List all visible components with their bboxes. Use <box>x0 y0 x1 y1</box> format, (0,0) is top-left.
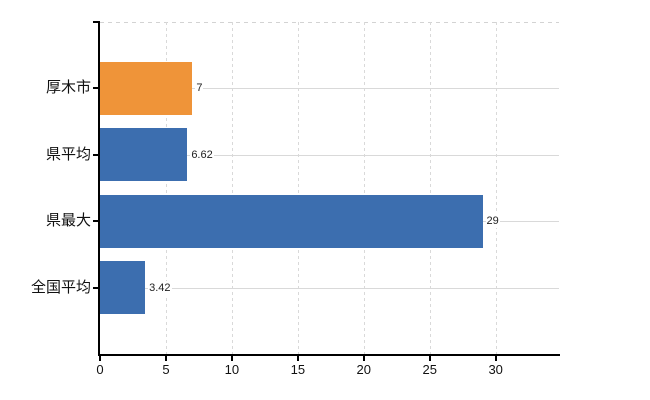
horizontal-gridline <box>100 287 559 289</box>
category-label: 厚木市 <box>45 79 91 97</box>
x-tick-mark <box>494 356 497 361</box>
x-axis-line <box>98 354 560 356</box>
value-label: 7 <box>195 81 204 96</box>
y-tick-mark <box>93 21 100 23</box>
vertical-gridline <box>429 22 431 354</box>
y-tick-mark <box>93 220 100 223</box>
bar <box>100 261 146 315</box>
horizontal-gridline <box>100 88 559 90</box>
x-tick-mark <box>428 356 431 361</box>
value-label: 3.42 <box>148 280 172 295</box>
horizontal-gridline <box>100 154 559 156</box>
value-label: 29 <box>485 214 500 229</box>
x-tick-label: 25 <box>422 362 437 377</box>
y-tick-mark <box>93 87 100 90</box>
y-axis-line <box>98 21 100 356</box>
plot-top-border <box>100 22 559 23</box>
category-label: 県最大 <box>45 212 91 230</box>
x-tick-label: 0 <box>96 362 104 377</box>
x-tick-label: 5 <box>162 362 170 377</box>
category-label: 全国平均 <box>30 278 91 296</box>
vertical-gridline <box>495 22 497 354</box>
value-label: 6.62 <box>190 147 214 162</box>
category-label: 県平均 <box>45 145 91 163</box>
vertical-gridline <box>363 22 365 354</box>
x-tick-label: 20 <box>356 362 372 377</box>
bar <box>100 194 483 248</box>
x-tick-mark <box>296 356 299 361</box>
y-tick-mark <box>93 286 100 289</box>
x-tick-label: 30 <box>488 362 503 377</box>
bar <box>100 61 193 115</box>
x-tick-mark <box>230 356 233 361</box>
x-tick-mark <box>164 356 167 361</box>
x-tick-mark <box>362 356 365 361</box>
y-tick-mark <box>93 153 100 156</box>
bar <box>100 128 188 182</box>
x-tick-label: 15 <box>290 362 306 377</box>
x-tick-mark <box>99 356 101 361</box>
vertical-gridline <box>165 22 167 354</box>
x-tick-label: 10 <box>224 362 240 377</box>
vertical-gridline <box>231 22 233 354</box>
vertical-gridline <box>297 22 299 354</box>
